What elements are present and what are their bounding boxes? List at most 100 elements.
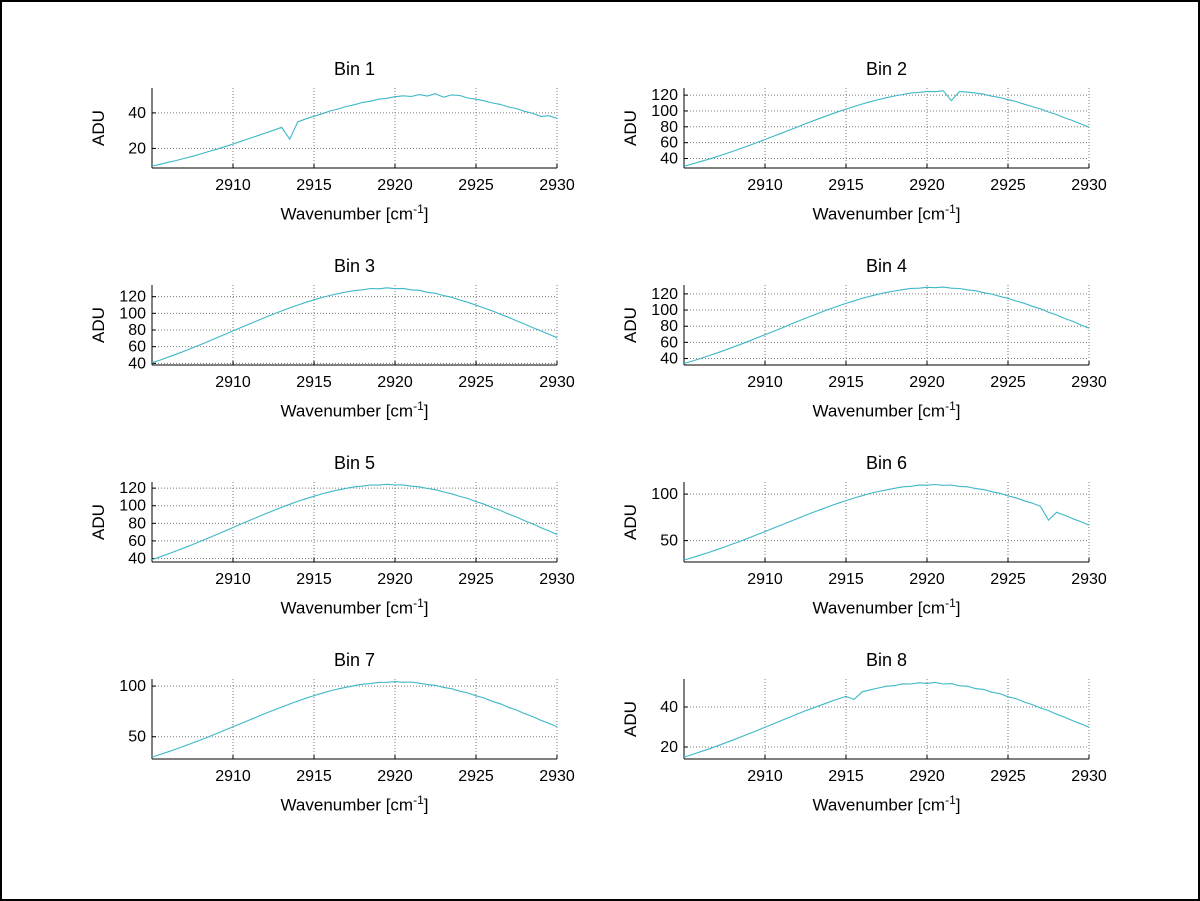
y-tick-label: 100 [651,103,678,120]
x-axis-label: Wavenumber [cm-1] [684,793,1089,816]
subplot-bin-1: Bin 1 2910 2915 2920 2925 2930 20 40 ADU Wavenu… [2,42,600,239]
x-axis-label-close: ] [955,401,961,421]
y-tick-label: 120 [119,480,146,497]
spectrum-line [151,681,558,758]
x-tick-label: 2920 [377,177,413,194]
x-tick-label: 2910 [215,177,251,194]
x-tick-label: 2930 [1071,374,1107,391]
x-tick-label: 2925 [458,374,494,391]
subplot-bin-7: Bin 7 2910 2915 2920 2925 2930 50 100 Wavenumb… [2,633,600,830]
subplot-grid: Bin 1 2910 2915 2920 2925 2930 20 40 ADU Wavenu… [2,42,1198,830]
chart-plot: 2910 2915 2920 2925 2930 20 40 ADU [89,88,575,194]
spectrum-line [151,93,558,167]
y-tick-label: 100 [651,486,678,503]
x-tick-label: 2925 [458,768,494,785]
y-tick-label: 100 [651,302,678,319]
x-axis-label-sup: -1 [413,399,424,413]
x-tick-label: 2915 [828,571,864,588]
y-tick-label: 40 [660,699,678,716]
x-axis-label-sup: -1 [945,202,956,216]
x-axis-label-close: ] [955,204,961,224]
y-tick-label: 100 [119,498,146,515]
x-tick-label: 2920 [909,571,945,588]
x-axis-label: Wavenumber [cm-1] [152,793,557,816]
x-tick-label: 2930 [1071,768,1107,785]
x-tick-label: 2915 [296,571,332,588]
y-tick-label: 60 [660,135,678,152]
y-axis-label: ADU [621,307,640,343]
y-tick-label: 40 [128,105,146,122]
y-axis-label: ADU [89,504,108,540]
x-axis-label: Wavenumber [cm-1] [152,399,557,422]
x-axis-label-close: ] [423,598,429,618]
x-axis-label-text: Wavenumber [cm [280,204,414,224]
x-axis-label-close: ] [423,795,429,815]
y-tick-label: 80 [128,322,146,339]
chart-title: Bin 1 [333,59,376,79]
x-axis-label-close: ] [955,598,961,618]
chart-title: Bin 2 [865,59,908,79]
x-tick-label: 2920 [909,177,945,194]
x-tick-label: 2930 [539,374,575,391]
x-tick-label: 2925 [990,177,1026,194]
y-axis-label: ADU [621,110,640,146]
x-tick-label: 2925 [990,571,1026,588]
x-axis-label-text: Wavenumber [cm [812,401,946,421]
x-axis-label-text: Wavenumber [cm [280,795,414,815]
x-axis-label-close: ] [423,204,429,224]
y-axis-label: ADU [89,307,108,343]
x-axis-label-text: Wavenumber [cm [812,204,946,224]
y-tick-label: 60 [128,339,146,356]
x-axis-label: Wavenumber [cm-1] [684,202,1089,225]
x-tick-label: 2920 [377,768,413,785]
x-axis-label-close: ] [955,795,961,815]
x-axis-label-sup: -1 [945,399,956,413]
chart-plot: 2910 2915 2920 2925 2930 20 40 ADU [621,679,1107,785]
x-axis-label: Wavenumber [cm-1] [152,596,557,619]
subplot-bin-2: Bin 2 2910 2915 2920 2925 2930 40 60 80 100 120 AD… [600,42,1198,239]
x-tick-label: 2930 [539,177,575,194]
y-tick-label: 80 [128,515,146,532]
y-tick-label: 50 [660,533,678,550]
y-tick-label: 100 [119,678,146,695]
x-axis-label-text: Wavenumber [cm [812,795,946,815]
chart-title: Bin 5 [333,453,376,473]
y-axis-label: ADU [621,504,640,540]
x-tick-label: 2930 [539,571,575,588]
y-tick-label: 40 [660,351,678,368]
chart-plot: 2910 2915 2920 2925 2930 50 100 ADU [621,482,1107,588]
x-tick-label: 2910 [747,571,783,588]
subplot-bin-6: Bin 6 2910 2915 2920 2925 2930 50 100 ADU Waven… [600,436,1198,633]
x-tick-label: 2930 [1071,177,1107,194]
x-tick-label: 2910 [747,177,783,194]
x-tick-label: 2920 [909,374,945,391]
x-axis-label-sup: -1 [945,596,956,610]
y-tick-label: 20 [660,739,678,756]
x-tick-label: 2920 [377,571,413,588]
y-tick-label: 20 [128,140,146,157]
chart-title: Bin 3 [333,256,376,276]
x-tick-label: 2925 [458,177,494,194]
x-tick-label: 2930 [1071,571,1107,588]
x-tick-label: 2910 [215,768,251,785]
x-tick-label: 2915 [296,768,332,785]
y-tick-label: 80 [660,119,678,136]
spectrum-line [151,287,558,364]
x-tick-label: 2910 [747,768,783,785]
x-tick-label: 2910 [747,374,783,391]
x-tick-label: 2925 [458,571,494,588]
y-axis-label: ADU [621,701,640,737]
chart-title: Bin 6 [865,453,908,473]
x-tick-label: 2920 [909,768,945,785]
subplot-bin-8: Bin 8 2910 2915 2920 2925 2930 20 40 ADU Wavenu… [600,633,1198,830]
spectrum-line [683,90,1090,167]
y-tick-label: 60 [660,334,678,351]
x-axis-label-sup: -1 [413,596,424,610]
y-tick-label: 120 [119,289,146,306]
x-axis-label: Wavenumber [cm-1] [152,202,557,225]
chart-title: Bin 7 [333,650,376,670]
x-axis-label-text: Wavenumber [cm [280,401,414,421]
